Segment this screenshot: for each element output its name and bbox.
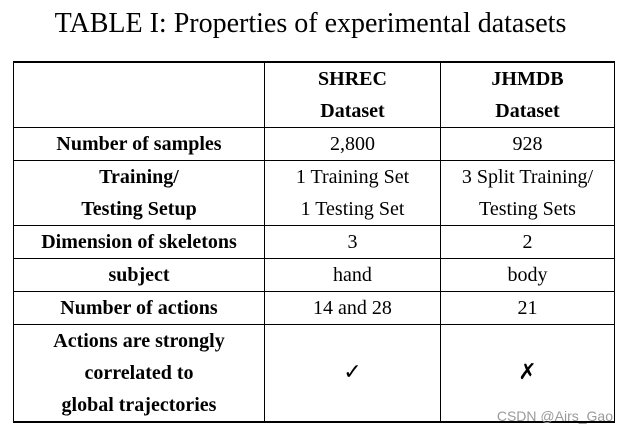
row-label-line: Actions are strongly bbox=[53, 330, 225, 352]
cell-value: 1 Testing Set bbox=[300, 198, 405, 220]
table-row-training-testing-setup: Training/ Testing Setup 1 Training Set 1… bbox=[13, 160, 615, 226]
row-label: Number of samples bbox=[13, 127, 265, 161]
cell-shrec: 2,800 bbox=[264, 127, 441, 161]
header-shrec-line2: Dataset bbox=[320, 100, 385, 122]
table-row-subject: subject hand body bbox=[13, 258, 615, 292]
cell-value: hand bbox=[333, 264, 372, 286]
cell-jhmdb: 2 bbox=[440, 225, 615, 259]
row-label-line: Number of samples bbox=[56, 133, 222, 155]
row-label: Training/ Testing Setup bbox=[13, 160, 265, 226]
cell-value: 1 Training Set bbox=[295, 166, 410, 188]
header-shrec-line1: SHREC bbox=[318, 68, 387, 90]
check-mark-icon: ✓ bbox=[343, 360, 362, 385]
cell-shrec: 3 bbox=[264, 225, 441, 259]
table-row-actions-correlated: Actions are strongly correlated to globa… bbox=[13, 324, 615, 423]
row-label-line: subject bbox=[108, 264, 170, 286]
cell-value: 2 bbox=[522, 231, 533, 253]
cell-value: body bbox=[507, 264, 548, 286]
cell-jhmdb: ✗ bbox=[440, 324, 615, 423]
row-label: subject bbox=[13, 258, 265, 292]
cell-jhmdb: 21 bbox=[440, 291, 615, 325]
cell-value: 14 and 28 bbox=[313, 297, 392, 319]
cell-shrec: 1 Training Set 1 Testing Set bbox=[264, 160, 441, 226]
table-row-number-of-samples: Number of samples 2,800 928 bbox=[13, 127, 615, 161]
cell-shrec: ✓ bbox=[264, 324, 441, 423]
cell-shrec: hand bbox=[264, 258, 441, 292]
cell-value: 928 bbox=[512, 133, 543, 155]
cell-jhmdb: 928 bbox=[440, 127, 615, 161]
header-jhmdb-line1: JHMDB bbox=[491, 68, 564, 90]
table-row-number-of-actions: Number of actions 14 and 28 21 bbox=[13, 291, 615, 325]
row-label-line: Training/ bbox=[99, 166, 179, 188]
row-label-line: Testing Setup bbox=[81, 198, 197, 220]
watermark: CSDN @Airs_Gao bbox=[496, 408, 613, 424]
cross-mark-icon: ✗ bbox=[518, 360, 537, 385]
row-label: Number of actions bbox=[13, 291, 265, 325]
table-caption: TABLE I: Properties of experimental data… bbox=[54, 8, 567, 39]
row-label-line: correlated to bbox=[84, 362, 194, 384]
cell-value: 2,800 bbox=[330, 133, 375, 155]
row-label: Actions are strongly correlated to globa… bbox=[13, 324, 265, 423]
header-jhmdb: JHMDB Dataset bbox=[440, 61, 615, 128]
cell-jhmdb: body bbox=[440, 258, 615, 292]
header-shrec: SHREC Dataset bbox=[264, 61, 441, 128]
cell-value: Testing Sets bbox=[479, 198, 576, 220]
row-label-line: Number of actions bbox=[60, 297, 218, 319]
cell-value: 21 bbox=[517, 297, 538, 319]
datasets-table: SHREC Dataset JHMDB Dataset Number of sa… bbox=[13, 61, 615, 423]
cell-shrec: 14 and 28 bbox=[264, 291, 441, 325]
header-row: SHREC Dataset JHMDB Dataset bbox=[13, 61, 615, 128]
table-row-dimension-of-skeletons: Dimension of skeletons 3 2 bbox=[13, 225, 615, 259]
row-label-line: Dimension of skeletons bbox=[41, 231, 237, 253]
cell-value: 3 bbox=[347, 231, 358, 253]
cell-jhmdb: 3 Split Training/ Testing Sets bbox=[440, 160, 615, 226]
cell-value: 3 Split Training/ bbox=[461, 166, 594, 188]
row-label-line: global trajectories bbox=[61, 394, 217, 416]
row-label: Dimension of skeletons bbox=[13, 225, 265, 259]
header-empty-cell bbox=[13, 61, 265, 128]
header-jhmdb-line2: Dataset bbox=[495, 100, 560, 122]
